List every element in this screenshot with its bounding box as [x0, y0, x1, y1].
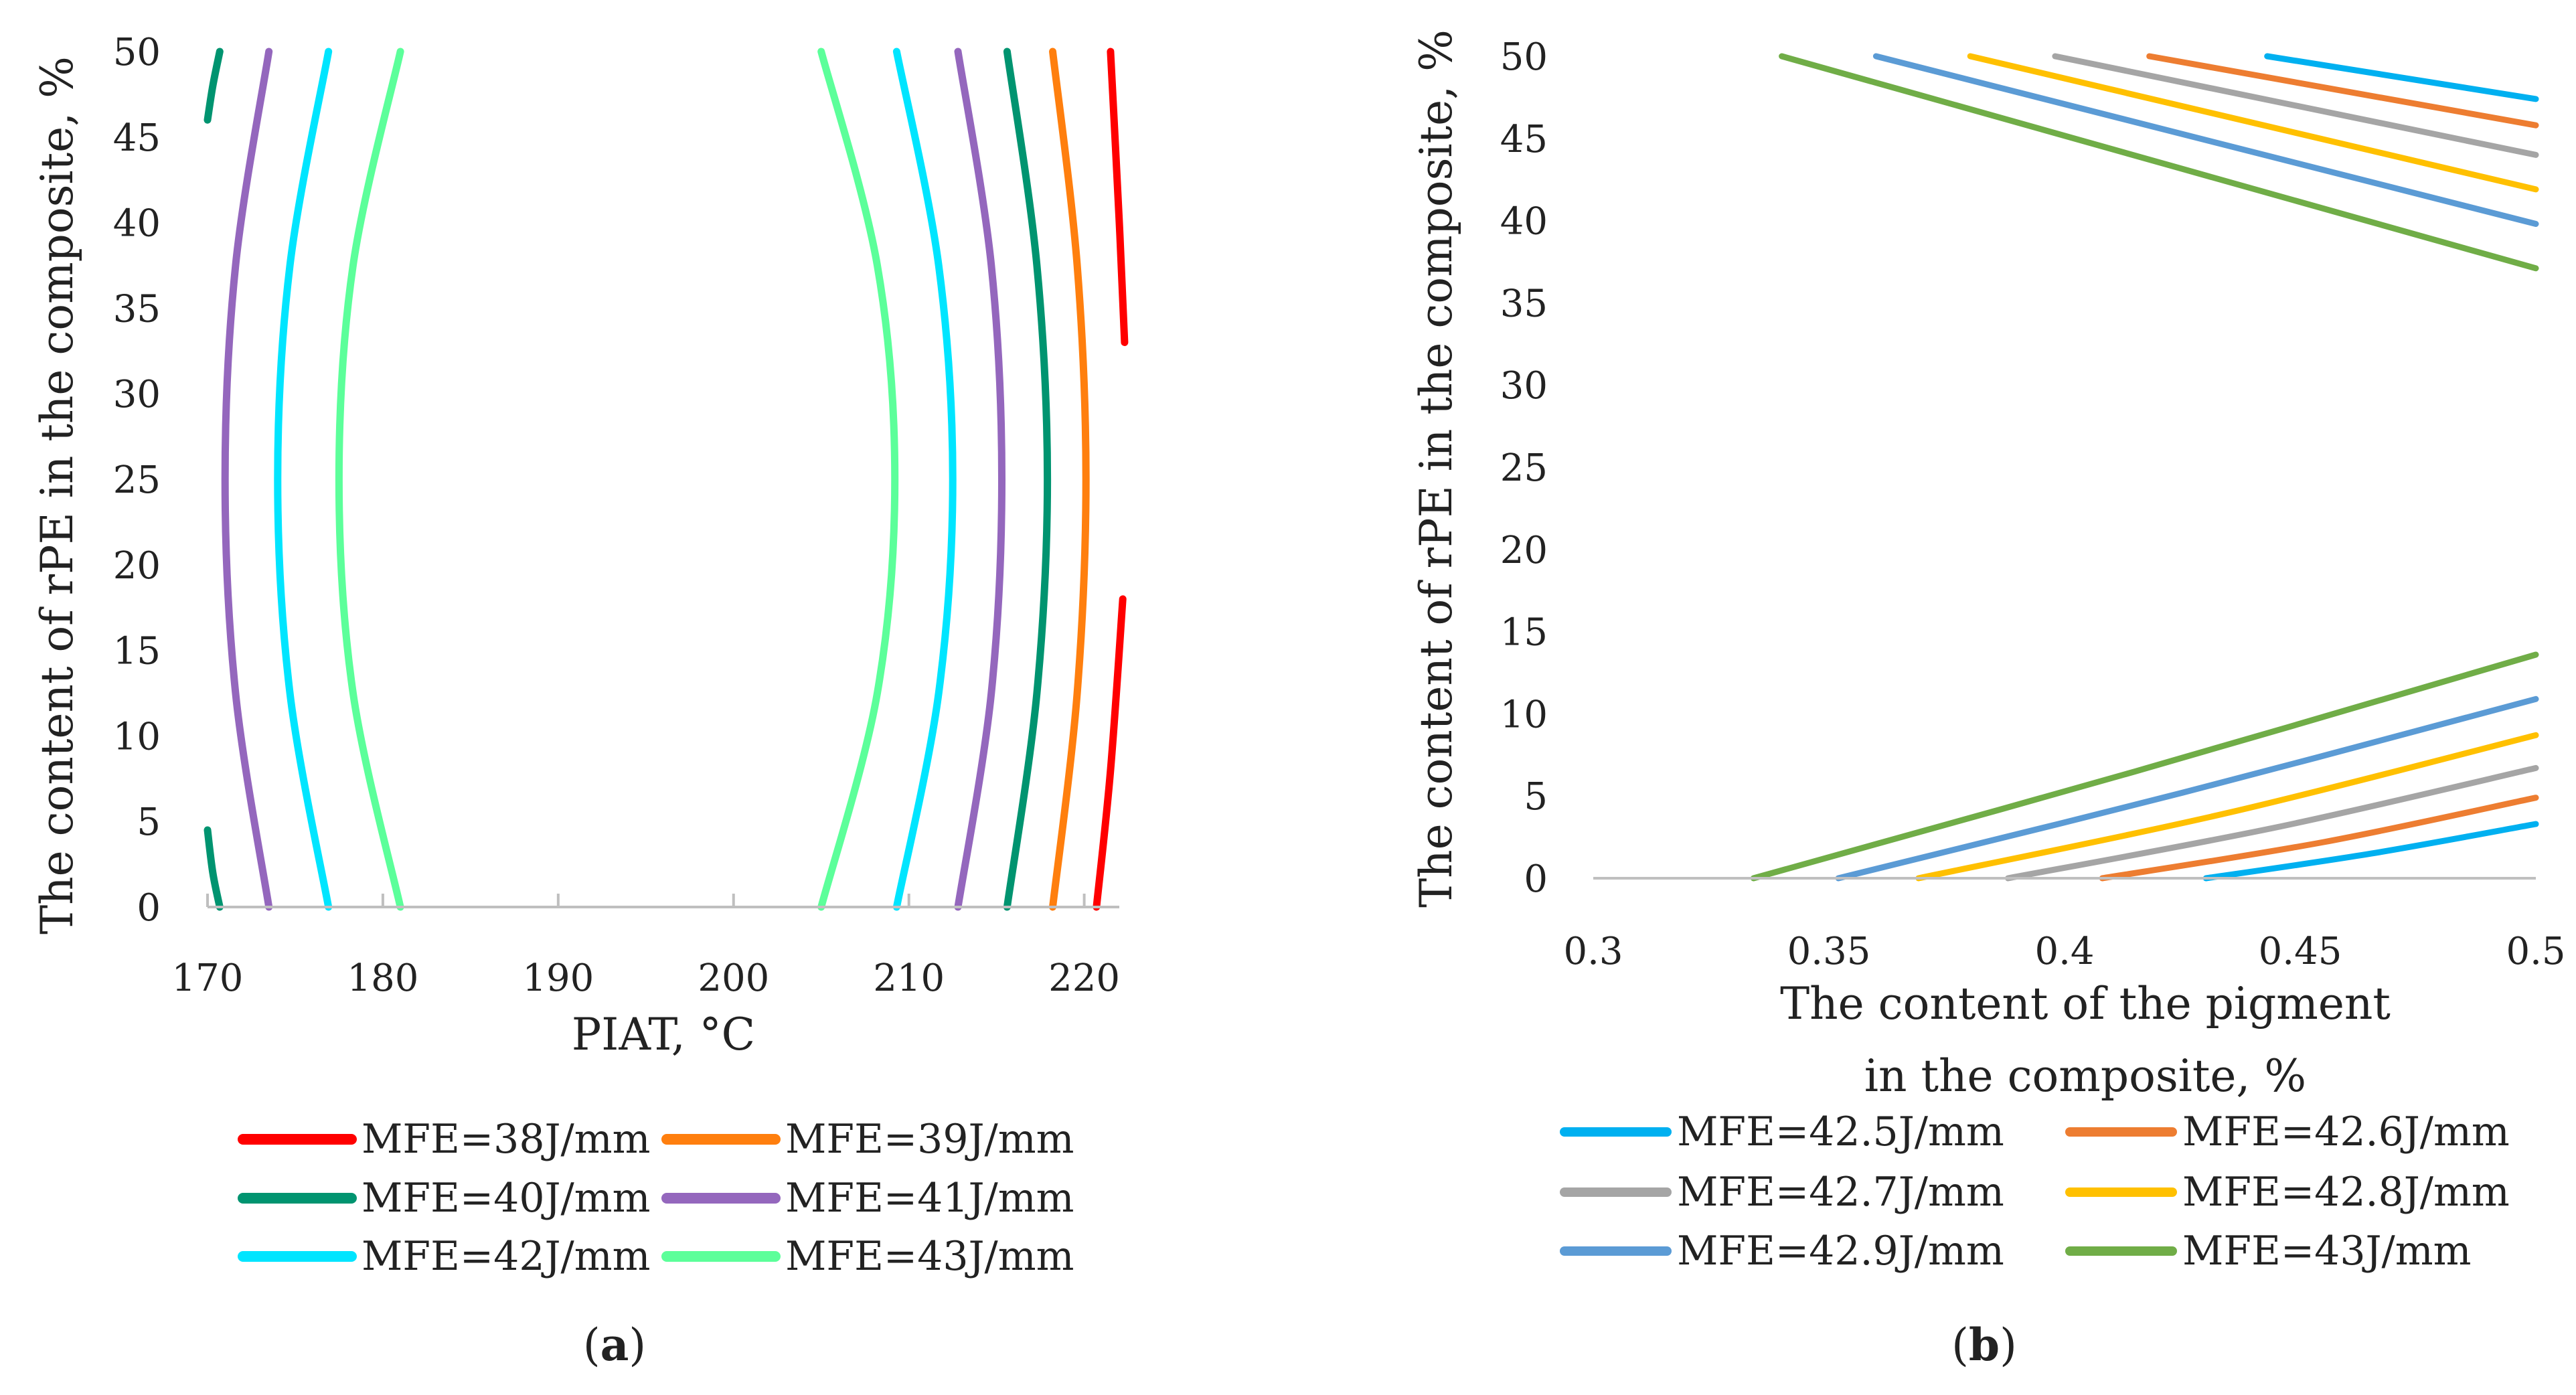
panel-a-x-tick-marks — [206, 894, 1086, 907]
panel-a-legend: MFE=38J/mm MFE=39J/mm MFE=40J/mm MFE=41J… — [238, 1116, 1074, 1280]
panel-b-series-3-curve-2 — [2052, 53, 2539, 158]
panel-a-x-tick-labels: 170 180 190 200 210 220 — [172, 957, 1121, 1000]
panel-b-y-tick-label: 5 — [1524, 775, 1548, 819]
panel-a-series-1-curve-2 — [1093, 595, 1127, 911]
panel-a-x-tick-label: 180 — [347, 957, 418, 1000]
panel-b-legend-label-1: MFE=42.5J/mm — [1677, 1109, 2004, 1155]
panel-a-y-tick-label: 25 — [113, 459, 161, 502]
panel-b-legend-label-5: MFE=42.9J/mm — [1677, 1228, 2004, 1275]
panel-a-series-3-curve-3 — [204, 48, 224, 124]
panel-b-series-6-curve-2 — [1779, 53, 2539, 272]
panel-b-series-4-curve-1 — [1915, 732, 2539, 882]
panel-a-legend-label-1: MFE=38J/mm — [361, 1116, 651, 1163]
panel-a-x-tick-label: 190 — [522, 957, 594, 1000]
panel-b-x-tick-labels: 0.3 0.35 0.4 0.45 0.5 — [1563, 930, 2565, 973]
panel-b-series-2-curve-2 — [2146, 53, 2539, 129]
panel-a-x-tick-label: 210 — [873, 957, 945, 1000]
panel-a-x-axis-title: PIAT, °C — [572, 1009, 755, 1060]
panel-b-series-5-curve-2 — [1872, 53, 2539, 227]
panel-b-x-tick-label: 0.45 — [2259, 930, 2342, 973]
panel-a-series-4-curve-2 — [221, 48, 273, 911]
panel-a-y-tick-label: 50 — [113, 31, 161, 74]
panel-a-y-tick-label: 15 — [113, 630, 161, 673]
panel-a-legend-label-2: MFE=39J/mm — [785, 1116, 1074, 1163]
panel-a-y-tick-label: 5 — [137, 801, 161, 844]
panel-b-y-axis-title: The content of rPE in the composite, % — [1411, 29, 1462, 908]
panel-b-y-tick-label: 30 — [1500, 364, 1548, 408]
panel-a-y-tick-label: 20 — [113, 544, 161, 588]
panel-b-y-tick-label: 45 — [1500, 118, 1548, 161]
panel-a-series-1-curve-1 — [1107, 48, 1129, 346]
panel-a-y-tick-label: 30 — [113, 373, 161, 416]
panel-b-y-tick-label: 50 — [1500, 35, 1548, 79]
panel-b-series-6-curve-1 — [1750, 651, 2539, 882]
panel-b-y-tick-label: 40 — [1500, 200, 1548, 244]
panel-a-caption-letter: a — [600, 1319, 629, 1371]
panel-a-series-3-curve-1 — [1003, 48, 1052, 911]
panel-a-y-tick-label: 40 — [113, 202, 161, 246]
panel-b-chart: 0 5 10 15 20 25 30 35 40 45 50 0.3 0.35 0.4 0.45 0.5 T… — [1411, 29, 2566, 1371]
panel-b-x-axis-title-line-1: The content of the pigment — [1780, 978, 2391, 1030]
panel-b-legend: MFE=42.5J/mm MFE=42.6J/mm MFE=42.7J/mm M… — [1560, 1109, 2510, 1275]
panel-a-series-6-curve-2 — [335, 48, 404, 911]
panel-a-legend-label-3: MFE=40J/mm — [361, 1175, 651, 1222]
panel-a-y-axis-title: The content of rPE in the composite, % — [31, 56, 83, 934]
panel-b-series-3-curve-1 — [2005, 764, 2539, 882]
panel-b-y-tick-label: 35 — [1500, 282, 1548, 325]
panel-a-y-tick-label: 35 — [113, 287, 161, 331]
panel-a-y-tick-label: 0 — [137, 886, 161, 930]
panel-a-legend-label-6: MFE=43J/mm — [785, 1233, 1074, 1280]
panel-a-series-5-curve-1 — [892, 48, 957, 911]
panel-b-y-tick-label: 25 — [1500, 446, 1548, 490]
panel-a-series-6-curve-1 — [817, 48, 899, 911]
panel-b-series-2-curve-1 — [2099, 795, 2539, 882]
panel-b-series-4-curve-2 — [1967, 53, 2539, 193]
panel-b-caption: (b) — [1951, 1319, 2017, 1371]
panel-b-x-tick-label: 0.3 — [1563, 930, 1623, 973]
panel-a-series-5-curve-2 — [274, 48, 333, 911]
panel-b-y-tick-labels: 0 5 10 15 20 25 30 35 40 45 50 — [1500, 35, 1548, 901]
panel-a-series-group — [204, 48, 1129, 911]
panel-a-x-tick-label: 170 — [172, 957, 244, 1000]
panel-a-x-tick-label: 200 — [698, 957, 769, 1000]
panel-b-series-5-curve-1 — [1835, 695, 2539, 882]
panel-b-legend-label-2: MFE=42.6J/mm — [2182, 1109, 2510, 1155]
panel-a-series-4-curve-1 — [954, 48, 1005, 911]
panel-b-x-axis-title-line-2: in the composite, % — [1864, 1050, 2306, 1102]
panel-b-series-group — [1750, 53, 2539, 882]
panel-a-series-3-curve-2 — [204, 826, 224, 911]
panel-b-caption-letter: b — [1969, 1319, 2000, 1371]
panel-b-y-tick-label: 10 — [1500, 693, 1548, 736]
panel-b-legend-label-4: MFE=42.8J/mm — [2182, 1169, 2510, 1216]
panel-b-legend-label-6: MFE=43J/mm — [2182, 1228, 2472, 1275]
panel-b-series-1-curve-2 — [2264, 53, 2539, 102]
panel-a-y-tick-label: 45 — [113, 116, 161, 160]
panel-b-x-tick-label: 0.4 — [2034, 930, 2094, 973]
panel-b-y-tick-label: 0 — [1524, 857, 1548, 901]
panel-b-x-tick-label: 0.5 — [2506, 930, 2565, 973]
panel-b-y-tick-label: 15 — [1500, 611, 1548, 655]
panel-b-series-1-curve-1 — [2202, 821, 2539, 882]
panel-a-y-tick-label: 10 — [113, 715, 161, 758]
panel-b-y-tick-label: 20 — [1500, 529, 1548, 572]
panel-a-x-tick-label: 220 — [1048, 957, 1120, 1000]
panel-a-series-2-curve-1 — [1049, 48, 1090, 911]
panel-b-legend-label-3: MFE=42.7J/mm — [1677, 1169, 2004, 1216]
panel-b-x-tick-label: 0.35 — [1787, 930, 1871, 973]
panel-a-caption: (a) — [583, 1319, 646, 1371]
panel-a-legend-label-4: MFE=41J/mm — [785, 1175, 1074, 1222]
panel-a-legend-label-5: MFE=42J/mm — [361, 1233, 651, 1280]
panel-a-y-tick-labels: 0 5 10 15 20 25 30 35 40 45 50 — [113, 31, 161, 930]
